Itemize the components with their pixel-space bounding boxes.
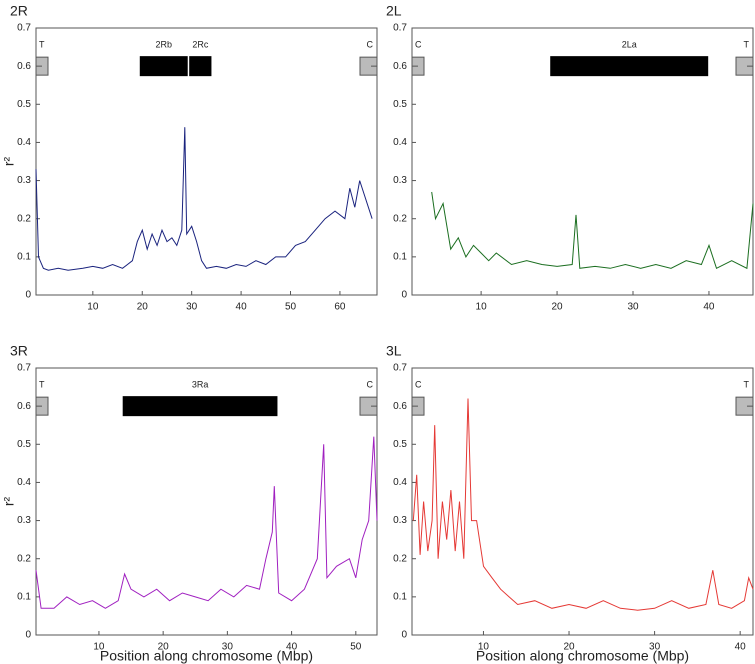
y-tick-label: 0.2 xyxy=(17,553,31,564)
y-tick-label: 0.7 xyxy=(393,23,407,34)
panel-title: 3R xyxy=(10,343,28,359)
panel-title: 2L xyxy=(386,3,402,19)
y-tick-label: 0.3 xyxy=(17,515,31,526)
y-tick-label: 0.6 xyxy=(17,61,31,72)
x-tick-label: 30 xyxy=(186,302,198,313)
x-tick-label: 10 xyxy=(476,302,488,313)
end-label: T xyxy=(39,40,45,50)
inversion-label: 3Ra xyxy=(192,380,209,390)
y-tick-label: 0.3 xyxy=(17,175,31,186)
inversion-label: 2La xyxy=(622,40,637,50)
y-tick-label: 0.1 xyxy=(393,591,407,602)
end-label: T xyxy=(744,40,750,50)
panel-title: 3L xyxy=(386,343,402,359)
data-line xyxy=(412,398,754,611)
end-label: C xyxy=(415,380,422,390)
y-tick-label: 0.7 xyxy=(17,23,31,34)
panel-title: 2R xyxy=(10,3,28,19)
y-tick-label: 0.2 xyxy=(17,213,31,224)
end-label: C xyxy=(367,40,374,50)
end-label: C xyxy=(415,40,422,50)
x-tick-label: 40 xyxy=(703,302,715,313)
y-tick-label: 0 xyxy=(25,290,31,301)
end-label: T xyxy=(744,380,750,390)
inversion-label: 2Rc xyxy=(192,40,209,50)
x-tick-label: 40 xyxy=(735,642,747,653)
inversion-bar xyxy=(139,56,188,77)
y-tick-label: 0.3 xyxy=(393,175,407,186)
inversion-bar xyxy=(189,56,212,77)
x-tick-label: 50 xyxy=(350,642,362,653)
y-tick-label: 0.1 xyxy=(17,591,31,602)
data-line xyxy=(431,191,754,270)
plot-frame xyxy=(411,367,754,636)
y-tick-label: 0.6 xyxy=(17,401,31,412)
x-tick-label: 20 xyxy=(551,302,563,313)
y-tick-label: 0.2 xyxy=(393,553,407,564)
plot-frame xyxy=(411,27,754,296)
x-tick-label: 10 xyxy=(93,642,105,653)
x-tick-label: 20 xyxy=(137,302,149,313)
y-tick-label: 0.5 xyxy=(17,99,31,110)
plot-frame xyxy=(35,367,378,636)
x-tick-label: 30 xyxy=(222,642,234,653)
x-axis-label: Position along chromosome (Mbp) xyxy=(476,648,689,664)
x-tick-label: 50 xyxy=(285,302,297,313)
end-label: T xyxy=(39,380,45,390)
inversion-bar xyxy=(550,56,709,77)
y-tick-label: 0.4 xyxy=(393,477,407,488)
x-tick-label: 20 xyxy=(158,642,170,653)
y-tick-label: 0.5 xyxy=(17,439,31,450)
end-label: C xyxy=(367,380,374,390)
data-line xyxy=(35,127,373,271)
x-tick-label: 40 xyxy=(286,642,298,653)
x-tick-label: 10 xyxy=(478,642,490,653)
y-tick-label: 0.4 xyxy=(393,137,407,148)
y-tick-label: 0.5 xyxy=(393,439,407,450)
y-tick-label: 0.3 xyxy=(393,515,407,526)
y-tick-label: 0.7 xyxy=(17,363,31,374)
inversion-label: 2Rb xyxy=(155,40,172,50)
y-tick-label: 0.4 xyxy=(17,137,31,148)
y-axis-label: r² xyxy=(1,157,17,167)
y-tick-label: 0.2 xyxy=(393,213,407,224)
y-tick-label: 0.7 xyxy=(393,363,407,374)
x-tick-label: 30 xyxy=(649,642,661,653)
x-tick-label: 40 xyxy=(236,302,248,313)
y-tick-label: 0.4 xyxy=(17,477,31,488)
x-tick-label: 10 xyxy=(87,302,99,313)
y-tick-label: 0 xyxy=(401,290,407,301)
x-tick-label: 60 xyxy=(334,302,346,313)
y-tick-label: 0.5 xyxy=(393,99,407,110)
x-axis-label: Position along chromosome (Mbp) xyxy=(100,648,313,664)
data-line xyxy=(35,436,378,609)
y-tick-label: 0 xyxy=(401,630,407,641)
x-tick-label: 30 xyxy=(627,302,639,313)
y-tick-label: 0.6 xyxy=(393,401,407,412)
x-tick-label: 20 xyxy=(563,642,575,653)
inversion-bar xyxy=(122,396,278,417)
y-axis-label: r² xyxy=(1,497,17,507)
y-tick-label: 0 xyxy=(25,630,31,641)
y-tick-label: 0.1 xyxy=(393,251,407,262)
y-tick-label: 0.6 xyxy=(393,61,407,72)
plot-frame xyxy=(35,27,378,296)
y-tick-label: 0.1 xyxy=(17,251,31,262)
